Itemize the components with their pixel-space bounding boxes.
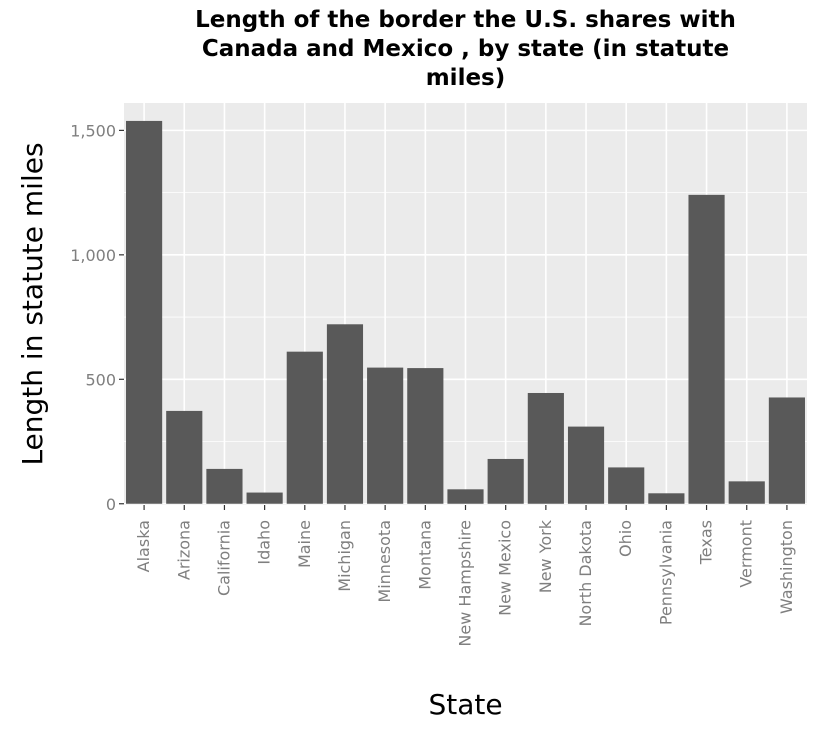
x-tick-label: Texas: [697, 520, 716, 565]
x-tick-label: Alaska: [134, 520, 153, 572]
bar-new-mexico: [487, 458, 524, 504]
bar-new-hampshire: [447, 489, 484, 504]
y-tick-label: 1,500: [70, 121, 116, 140]
x-tick-label: North Dakota: [576, 520, 595, 627]
y-axis: 0 500 1,000 1,500: [70, 121, 124, 514]
x-tick-label: Pennsylvania: [656, 520, 675, 625]
x-tick-label: Montana: [415, 520, 434, 590]
x-tick-label: Michigan: [335, 520, 354, 592]
bar-texas: [688, 194, 725, 504]
x-tick-label: California: [214, 520, 233, 596]
x-tick-label: New Hampshire: [456, 520, 475, 647]
bar-alaska: [126, 120, 163, 504]
x-axis-label: State: [428, 688, 502, 721]
bar-montana: [407, 368, 444, 504]
x-tick-label: New Mexico: [496, 520, 515, 616]
chart-title-line: Canada and Mexico , by state (in statute: [201, 36, 730, 62]
bar-maine: [286, 351, 323, 504]
chart-title-line: miles): [425, 65, 506, 91]
y-tick-label: 1,000: [70, 246, 116, 265]
chart-title-line: Length of the border the U.S. shares wit…: [195, 7, 736, 33]
chart-title: Length of the border the U.S. shares wit…: [124, 6, 807, 93]
bar-minnesota: [367, 367, 404, 504]
bar-idaho: [246, 492, 283, 504]
x-tick-label: Ohio: [616, 520, 635, 557]
x-tick-label: New York: [536, 519, 555, 593]
bar-ohio: [608, 467, 645, 504]
y-tick-label: 500: [85, 370, 116, 389]
x-tick-label: Vermont: [737, 520, 756, 588]
bar-washington: [768, 397, 805, 504]
major-gridlines: [124, 103, 807, 505]
y-axis-label: Length in statute miles: [16, 142, 49, 465]
bars: [126, 120, 805, 504]
y-tick-label: 0: [106, 495, 116, 514]
bar-michigan: [326, 324, 364, 504]
x-tick-label: Maine: [295, 520, 314, 568]
x-tick-label: Arizona: [174, 520, 193, 580]
bar-arizona: [166, 410, 203, 504]
x-axis: Alaska Arizona California Idaho Maine Michiga…: [134, 505, 796, 647]
bar-north-dakota: [567, 426, 605, 504]
bar-new-york: [527, 392, 564, 504]
bar-california: [206, 468, 243, 504]
x-tick-label: Minnesota: [375, 520, 394, 603]
bar-pennsylvania: [648, 493, 685, 504]
x-tick-label: Idaho: [255, 520, 274, 565]
x-tick-label: Washington: [777, 520, 796, 614]
bar-vermont: [728, 481, 765, 504]
